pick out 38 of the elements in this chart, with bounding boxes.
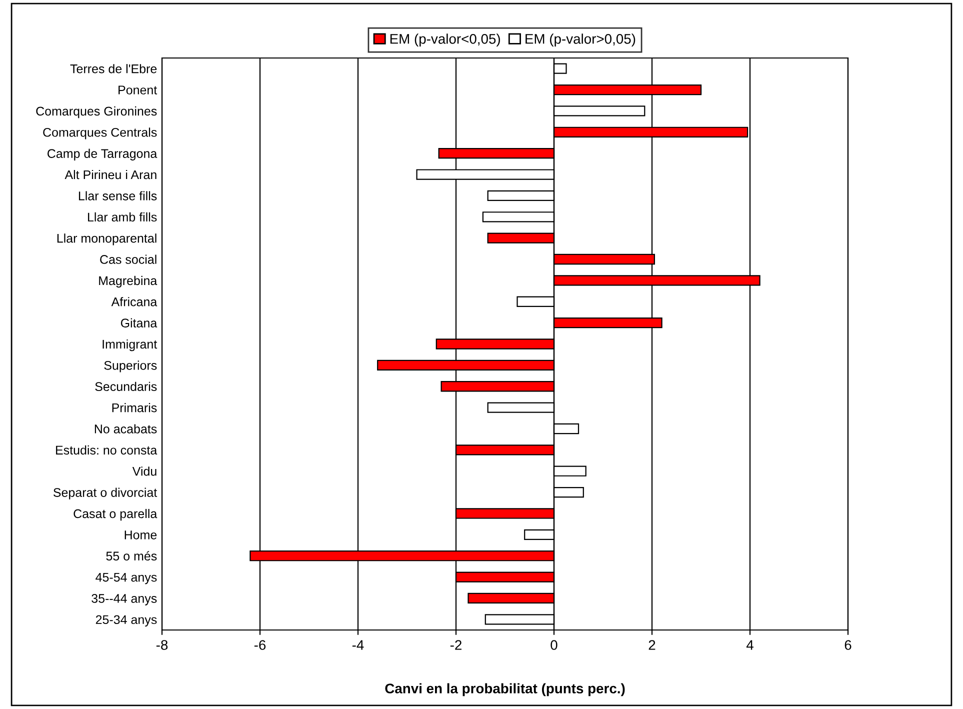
x-tick-label: 4 xyxy=(746,640,754,650)
y-tick-label: Casat o parella xyxy=(74,508,158,521)
legend-label: EM (p-valor<0,05) xyxy=(390,34,500,47)
x-axis-title: Canvi en la probabilitat (punts perc.) xyxy=(385,683,625,696)
y-tick-label: Llar amb fills xyxy=(88,212,157,222)
y-tick-label: Magrebina xyxy=(99,276,158,288)
y-tick-label: Gitana xyxy=(120,318,158,328)
y-tick-label: 45-54 anys xyxy=(96,572,157,584)
y-tick-label: 55 o més xyxy=(106,551,157,561)
y-tick-label: Home xyxy=(124,530,157,540)
y-tick-label: Alt Pirineu i Aran xyxy=(64,170,156,180)
x-tick-label: -2 xyxy=(450,640,462,650)
legend-label: EM (p-valor>0,05) xyxy=(526,34,636,47)
y-tick-label: No acabats xyxy=(94,424,157,434)
y-tick-label: Secundaris xyxy=(95,382,157,392)
y-tick-label: Ponent xyxy=(118,86,158,94)
y-tick-label: Llar sense fills xyxy=(78,191,157,200)
y-tick-label: Immigrant xyxy=(102,339,158,352)
y-tick-label: 25-34 anys xyxy=(96,615,157,627)
y-tick-label: Africana xyxy=(111,297,158,306)
y-tick-label: Terres de l'Ebre xyxy=(70,64,157,74)
y-tick-label: Camp de Tarragona xyxy=(48,148,158,160)
y-tick-label: Estudis: no consta xyxy=(56,445,158,455)
y-tick-label: Comarques Gironines xyxy=(36,106,157,118)
y-tick-label: Cas social xyxy=(100,254,156,264)
y-tick-label: Primaris xyxy=(112,403,157,412)
x-tick-label: -8 xyxy=(156,640,168,650)
y-tick-label: Separat o divorciat xyxy=(53,488,158,500)
x-tick-label: 6 xyxy=(844,640,852,650)
y-tick-label: Llar monoparental xyxy=(57,234,156,246)
x-tick-label: -6 xyxy=(254,640,266,650)
y-tick-label: Vidu xyxy=(132,466,156,476)
y-tick-label: 35--44 anys xyxy=(92,594,157,606)
y-tick-label: Comarques Centrals xyxy=(43,128,157,140)
x-tick-label: -4 xyxy=(352,640,364,650)
x-tick-label: 2 xyxy=(648,640,656,650)
x-tick-label: 0 xyxy=(550,640,558,650)
y-tick-label: Superiors xyxy=(104,360,157,372)
